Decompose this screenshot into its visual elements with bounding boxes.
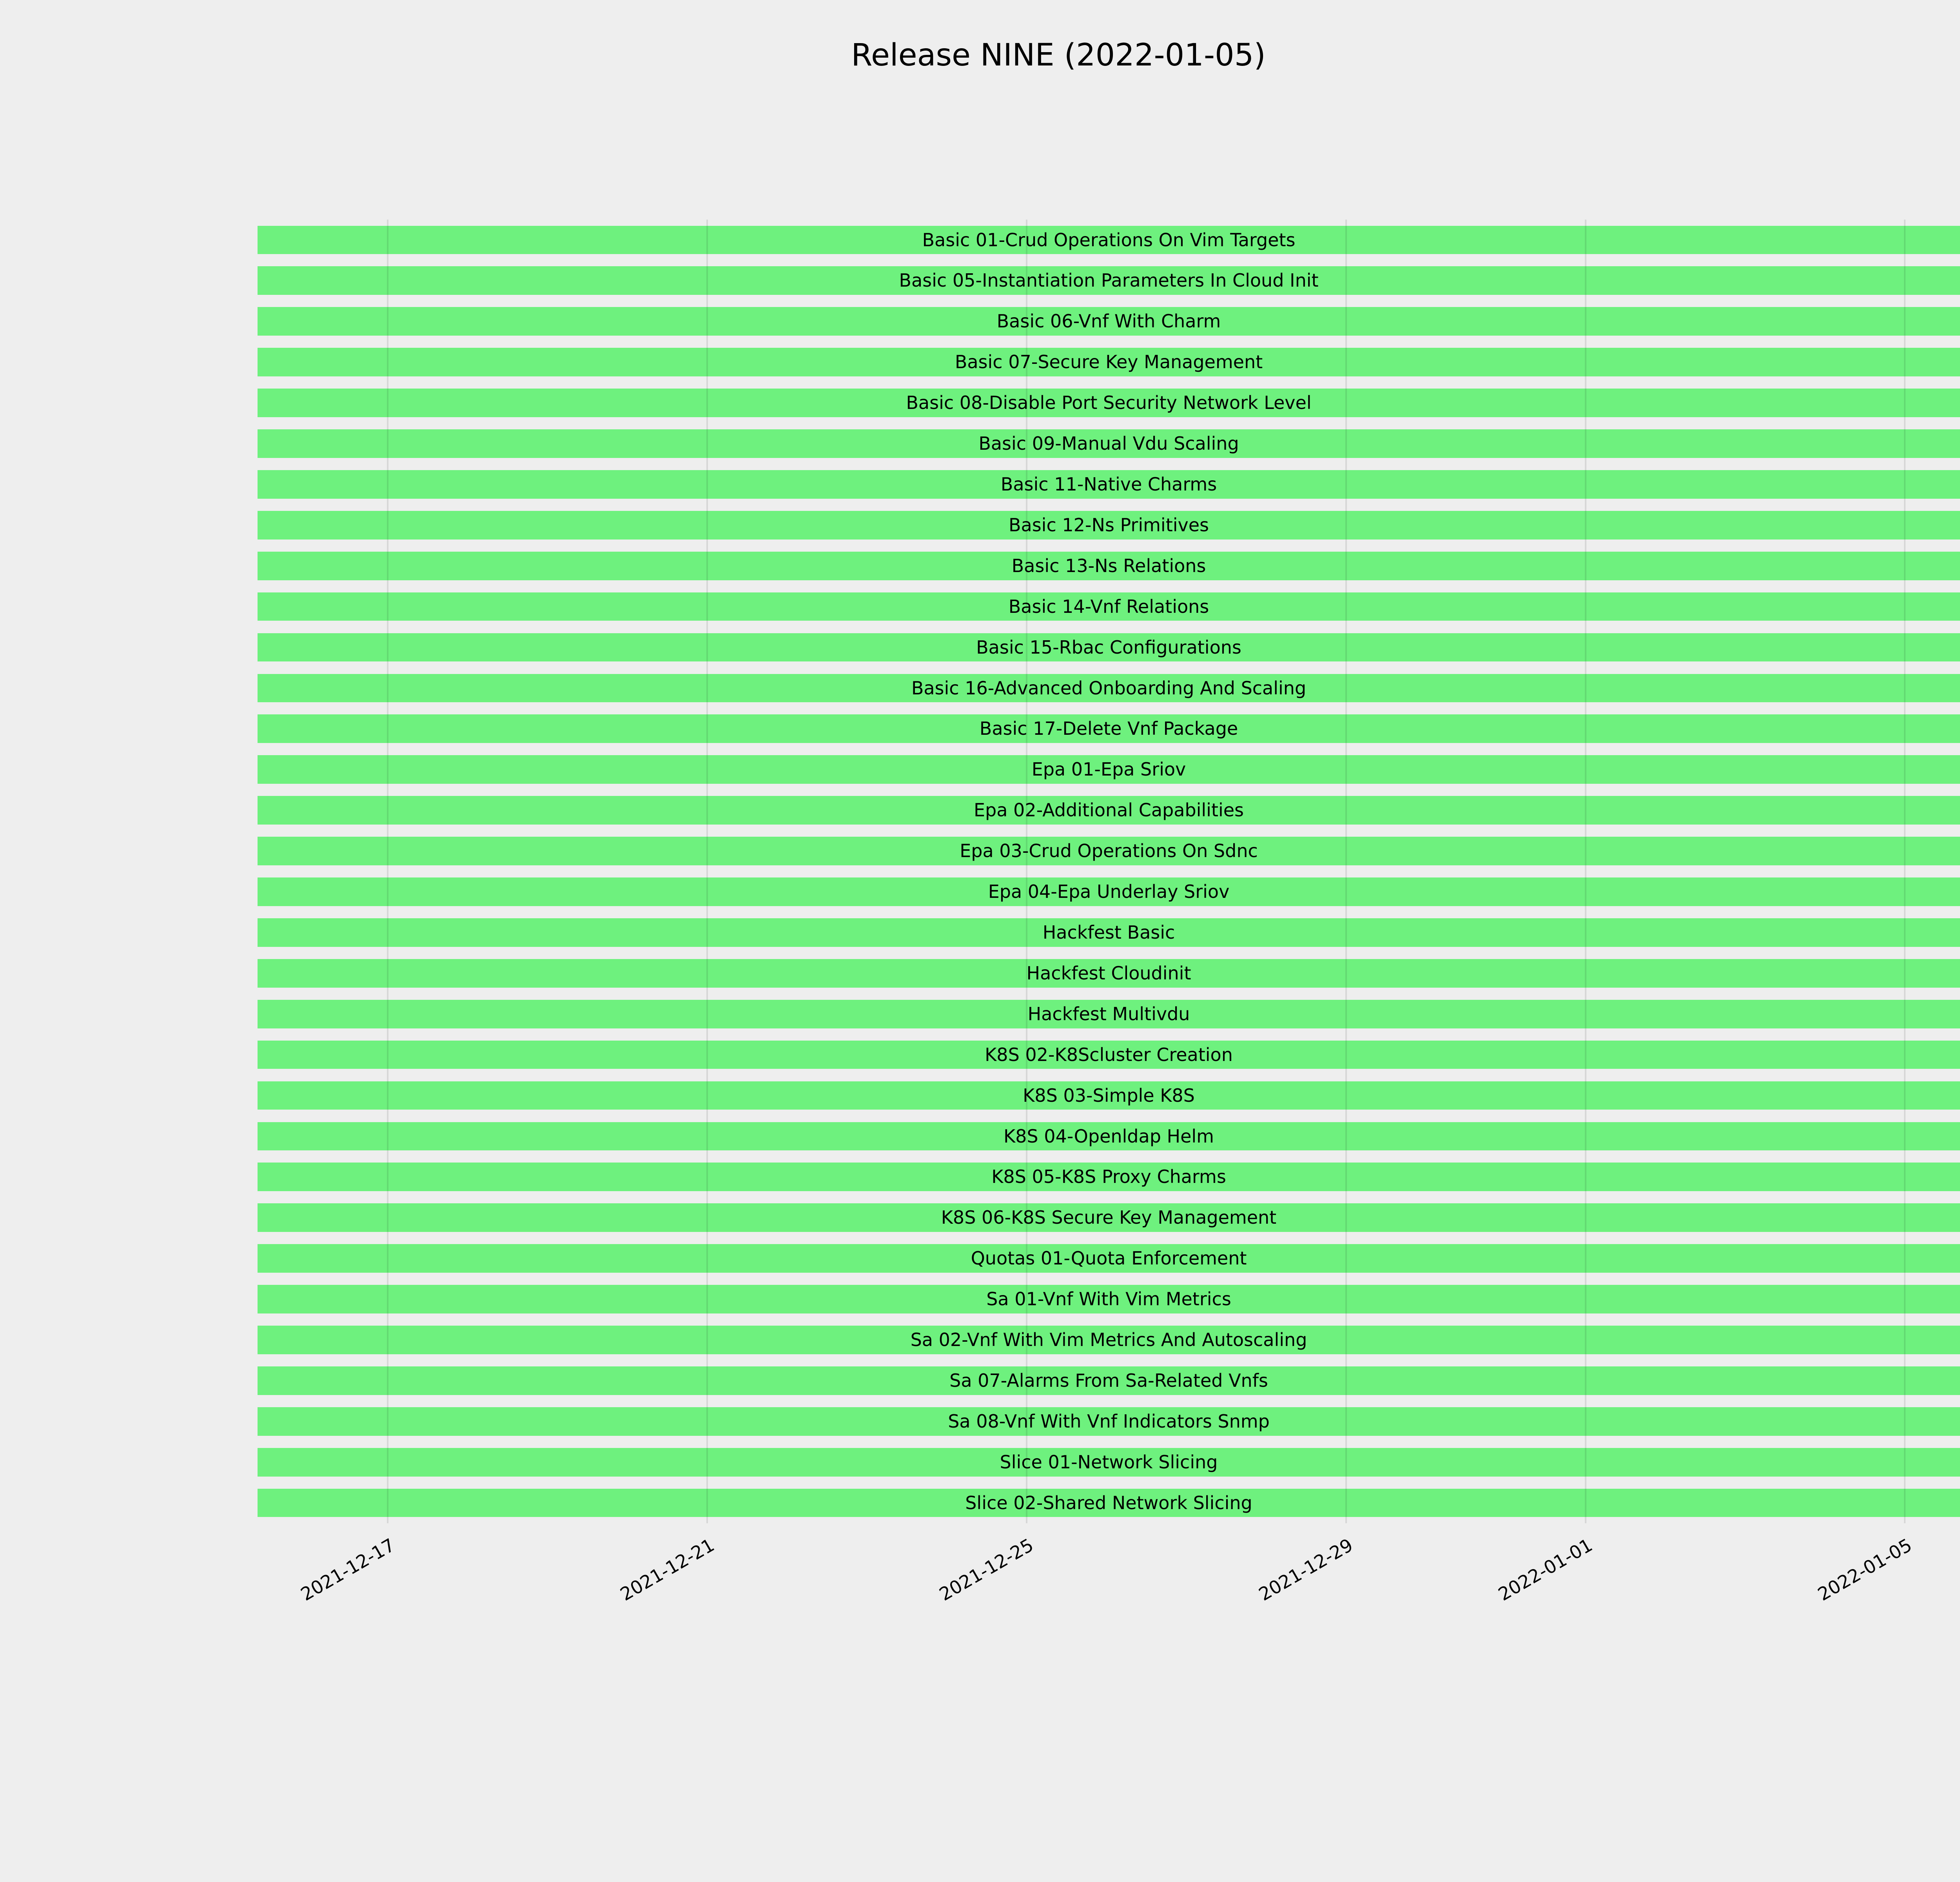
grid-line — [1904, 220, 1906, 1523]
task-label: Hackfest Multivdu — [1027, 1003, 1190, 1025]
x-axis: 2021-12-17 2021-12-21 2021-12-25 2021-12-29… — [258, 220, 1960, 1605]
task-bar — [258, 551, 1960, 580]
task-label: Sa 02-Vnf With Vim Metrics And Autoscali… — [910, 1329, 1307, 1351]
chart-title: Release NINE (2022-01-05) — [851, 38, 1266, 73]
task-label: K8S 06-K8S Secure Key Management — [941, 1207, 1277, 1228]
x-tick-label: 2021-12-29 — [1255, 1534, 1357, 1605]
task-bar — [258, 674, 1960, 703]
x-tick-label: 2022-01-05 — [1814, 1534, 1916, 1605]
task-bar — [258, 225, 1960, 254]
task-label: Basic 01-Crud Operations On Vim Targets — [922, 229, 1296, 251]
grid-line — [387, 220, 389, 1523]
task-bar — [258, 1040, 1960, 1069]
task-bar — [258, 1326, 1960, 1354]
task-bar — [258, 1407, 1960, 1436]
task-bar — [258, 266, 1960, 295]
task-label: Quotas 01-Quota Enforcement — [971, 1248, 1247, 1269]
x-tick-label: 2021-12-25 — [936, 1534, 1037, 1605]
task-bar — [258, 307, 1960, 336]
task-bar — [258, 348, 1960, 377]
task-bar — [258, 470, 1960, 499]
task-label: Basic 05-Instantiation Parameters In Clo… — [899, 270, 1319, 291]
task-label: Sa 08-Vnf With Vnf Indicators Snmp — [948, 1410, 1270, 1432]
task-bar — [258, 1203, 1960, 1232]
task-label: Sa 07-Alarms From Sa-Related Vnfs — [949, 1370, 1268, 1391]
task-bar — [258, 1163, 1960, 1192]
x-tick-label: 2021-12-21 — [616, 1534, 718, 1605]
task-label: Epa 02-Additional Capabilities — [973, 799, 1244, 821]
task-label: Slice 01-Network Slicing — [1000, 1451, 1218, 1473]
task-bar — [258, 999, 1960, 1028]
bar-labels-layer: Basic 01-Crud Operations On Vim Targets B… — [258, 220, 1960, 1523]
task-bar — [258, 1081, 1960, 1110]
task-bar — [258, 592, 1960, 621]
task-bar — [258, 1122, 1960, 1151]
task-bar — [258, 633, 1960, 662]
task-bar — [258, 877, 1960, 906]
task-label: K8S 02-K8Scluster Creation — [985, 1044, 1233, 1065]
task-bar — [258, 755, 1960, 784]
task-label: Basic 16-Advanced Onboarding And Scaling — [911, 677, 1307, 699]
task-label: Hackfest Cloudinit — [1026, 962, 1191, 984]
x-tick-label: 2022-01-01 — [1495, 1534, 1596, 1605]
task-bar — [258, 837, 1960, 865]
task-bar — [258, 918, 1960, 947]
task-bar — [258, 1244, 1960, 1273]
task-label: Slice 02-Shared Network Slicing — [965, 1492, 1252, 1513]
task-label: Epa 04-Epa Underlay Sriov — [988, 881, 1230, 903]
task-label: Basic 08-Disable Port Security Network L… — [906, 392, 1312, 414]
task-label: Basic 11-Native Charms — [1000, 474, 1217, 495]
task-bar — [258, 714, 1960, 743]
plot-area: Basic 01-Crud Operations On Vim Targets B… — [258, 220, 1960, 1605]
task-label: K8S 03-Simple K8S — [1023, 1085, 1195, 1106]
bars-layer — [258, 220, 1960, 1523]
x-tick-label: 2021-12-17 — [297, 1534, 399, 1605]
grid-layer — [258, 220, 1960, 1523]
grid-line — [1025, 220, 1027, 1523]
task-label: Basic 09-Manual Vdu Scaling — [978, 433, 1239, 454]
task-label: K8S 04-Openldap Helm — [1004, 1125, 1214, 1147]
grid-line — [706, 220, 708, 1523]
task-bar — [258, 796, 1960, 825]
task-label: Epa 01-Epa Sriov — [1031, 759, 1186, 780]
task-label: Basic 12-Ns Primitives — [1008, 514, 1209, 536]
task-bar — [258, 510, 1960, 540]
task-bar — [258, 1285, 1960, 1313]
task-bar — [258, 1488, 1960, 1517]
task-bar — [258, 429, 1960, 458]
task-bar — [258, 1448, 1960, 1477]
task-label: Basic 15-Rbac Configurations — [976, 636, 1241, 658]
task-label: Hackfest Basic — [1042, 921, 1175, 943]
task-label: Basic 17-Delete Vnf Package — [979, 718, 1238, 739]
task-label: Basic 13-Ns Relations — [1011, 555, 1206, 576]
task-label: Basic 14-Vnf Relations — [1008, 596, 1209, 617]
task-label: K8S 05-K8S Proxy Charms — [991, 1166, 1226, 1188]
task-bar — [258, 959, 1960, 988]
task-bar — [258, 389, 1960, 417]
grid-line — [1345, 220, 1347, 1523]
task-label: Basic 06-Vnf With Charm — [996, 311, 1221, 332]
task-label: Epa 03-Crud Operations On Sdnc — [960, 840, 1258, 862]
task-label: Basic 07-Secure Key Management — [955, 351, 1263, 373]
task-label: Sa 01-Vnf With Vim Metrics — [986, 1288, 1231, 1310]
grid-line — [1584, 220, 1586, 1523]
task-bar — [258, 1366, 1960, 1395]
